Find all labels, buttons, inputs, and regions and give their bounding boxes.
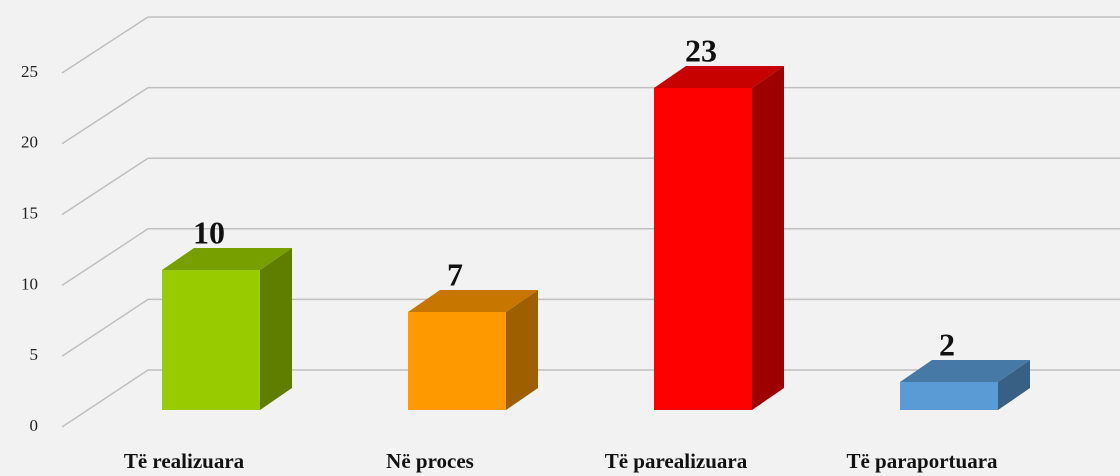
y-tick-label: 25 [21,62,38,81]
bar [654,88,752,410]
x-tick-label: Të realizuara [124,449,245,473]
grid-line [61,16,149,74]
data-label: 10 [193,214,225,250]
bar-top [654,66,784,88]
y-tick-label: 15 [21,204,38,223]
x-tick-label: Në proces [386,449,474,473]
grid-line [61,298,149,357]
grid-line [61,157,149,216]
bar-side [998,360,1030,410]
data-label: 2 [939,326,955,362]
grid-line [61,369,149,428]
bar-side [752,66,784,410]
grid-line [61,228,149,287]
x-tick-label: Të parealizuara [605,449,748,473]
bar-side [260,248,292,410]
bar [900,382,998,410]
y-tick-label: 20 [21,133,38,152]
y-tick-label: 0 [30,416,39,435]
bar [162,270,260,410]
bar-side [506,290,538,410]
grid-line [61,86,149,145]
bar-top [408,290,538,312]
y-tick-label: 5 [30,345,39,364]
y-tick-label: 10 [21,274,38,293]
x-tick-label: Të paraportuara [846,449,998,473]
data-label: 7 [447,256,463,292]
data-label: 23 [685,32,717,68]
bar-top [900,360,1030,382]
bar [408,312,506,410]
bar-top [162,248,292,270]
